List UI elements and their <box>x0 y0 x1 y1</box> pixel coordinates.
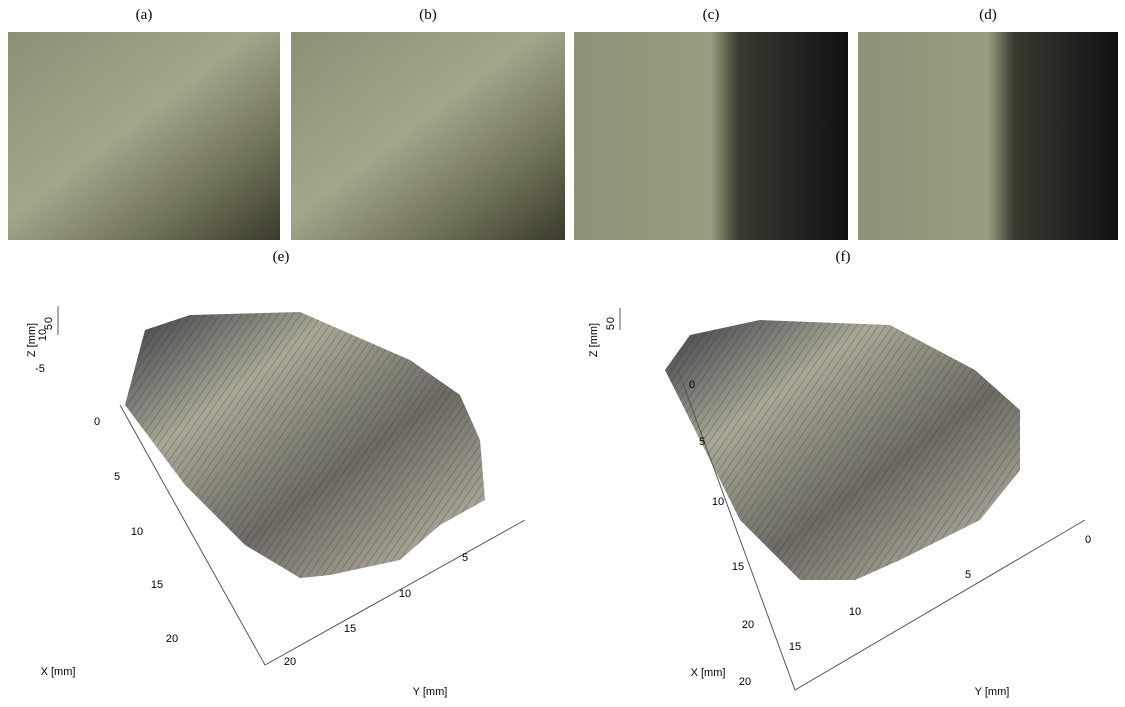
photos <box>8 32 1118 240</box>
y-tick-label: 10 <box>849 606 861 618</box>
x-tick-label: 20 <box>742 619 754 631</box>
panel-label: (a) <box>136 7 153 23</box>
x-tick-label: 15 <box>732 561 744 573</box>
y-tick-label: 20 <box>284 656 296 668</box>
y-axis-label: Y [mm] <box>413 686 448 698</box>
photo-b <box>291 32 565 240</box>
photo-c <box>574 32 848 240</box>
z-axis-label: Z [mm] <box>588 323 600 357</box>
panel-label: (e) <box>273 249 290 265</box>
surfaces <box>125 312 1020 580</box>
surface-e-texture <box>125 312 485 578</box>
panel-label: (f) <box>836 249 851 265</box>
panel-label: (d) <box>979 7 997 23</box>
x-tick-label: 10 <box>131 526 143 538</box>
z-tick-label: 5 <box>605 324 617 330</box>
panel-label: (c) <box>703 7 720 23</box>
photo-d <box>858 32 1118 240</box>
y-axis-label: Y [mm] <box>975 686 1010 698</box>
y-tick-label: 5 <box>462 552 468 564</box>
y-tick-label: 0 <box>1085 534 1091 546</box>
figure: (a)(b)(c)(d)(e)Z [mm]X [mm]Y [mm]0510-50… <box>0 0 1125 707</box>
z-tick-label: 0 <box>605 317 617 323</box>
x-tick-label: 10 <box>712 496 724 508</box>
x-tick-label: 15 <box>151 579 163 591</box>
x-axis-label: X [mm] <box>691 667 726 679</box>
x-tick-label: 5 <box>699 436 705 448</box>
y-tick-label: 20 <box>739 676 751 688</box>
y-tick-label: 15 <box>789 641 801 653</box>
z-tick-label: 10 <box>37 329 49 341</box>
x-tick-label: 20 <box>166 633 178 645</box>
x-tick-label: 5 <box>114 471 120 483</box>
z-tick-label: -5 <box>35 363 45 375</box>
y-tick-label: 15 <box>344 623 356 635</box>
x-tick-label: 0 <box>689 379 695 391</box>
surface-f-texture <box>665 320 1020 580</box>
x-tick-label: 0 <box>94 416 100 428</box>
z-tick-label: 0 <box>43 317 55 323</box>
y-tick-label: 5 <box>965 569 971 581</box>
photo-a <box>8 32 280 240</box>
panel-label: (b) <box>419 7 437 23</box>
x-axis-label: X [mm] <box>41 666 76 678</box>
y-tick-label: 10 <box>399 588 411 600</box>
